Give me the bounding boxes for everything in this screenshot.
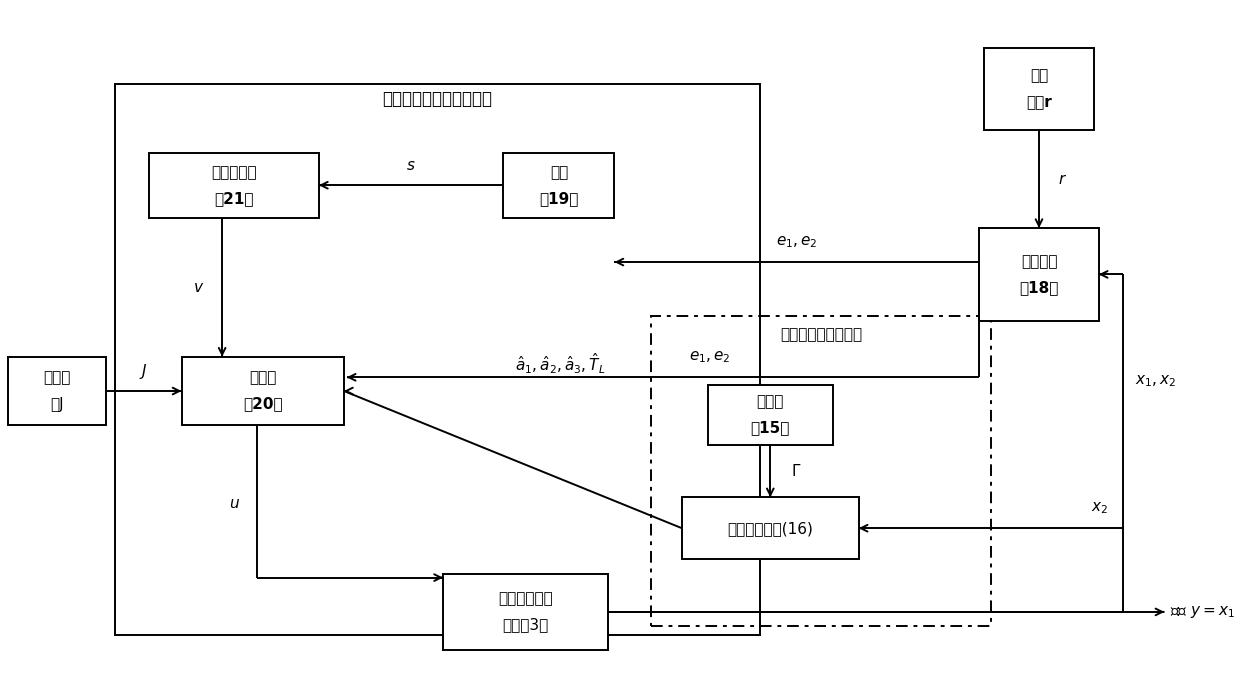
Bar [503,153,615,218]
Text: 系统（3）: 系统（3） [502,617,548,632]
Text: 最优自适应率(16): 最优自适应率(16) [728,521,813,536]
Bar [9,357,107,425]
Text: $\hat{a}_1,\hat{a}_2,\hat{a}_3,\hat{T}_L$: $\hat{a}_1,\hat{a}_2,\hat{a}_3,\hat{T}_L… [516,351,606,376]
Text: 超螺旋算法: 超螺旋算法 [211,165,257,180]
Text: $e_1,e_2$: $e_1,e_2$ [688,349,730,365]
Bar [651,316,991,626]
Text: $x_2$: $x_2$ [1091,500,1109,516]
Bar [980,228,1099,321]
Text: （20）: （20） [243,397,283,412]
Text: $e_1,e_2$: $e_1,e_2$ [776,234,817,250]
Text: （19）: （19） [539,191,579,206]
Text: v: v [193,280,203,295]
Bar [682,497,858,559]
Text: r: r [1058,172,1064,187]
Text: Γ: Γ [792,464,800,479]
Text: 滑模: 滑模 [549,165,568,180]
Text: 电机转台伺服: 电机转台伺服 [498,591,553,606]
Bar [149,153,319,218]
Text: 输出r: 输出r [1027,95,1052,110]
Text: 基于超螺旋的滑膜控制器: 基于超螺旋的滑膜控制器 [382,90,492,108]
Text: （18）: （18） [1019,280,1059,295]
Text: u: u [229,496,239,510]
Text: 最优自适应参数估计: 最优自适应参数估计 [780,327,862,342]
Text: $x_1,x_2$: $x_1,x_2$ [1135,373,1176,388]
Text: 控制器: 控制器 [249,370,277,386]
Text: 误差系统: 误差系统 [1021,254,1058,269]
Text: s: s [407,158,415,173]
Text: 量J: 量J [51,397,64,412]
Bar [443,574,608,650]
Bar [985,48,1094,130]
Text: 输出 $y=x_1$: 输出 $y=x_1$ [1171,604,1235,620]
Bar [181,357,343,425]
Text: J: J [141,364,146,379]
Bar [708,385,833,445]
Bar [114,84,760,635]
Text: 转动惯: 转动惯 [43,370,71,386]
Text: 变增益: 变增益 [756,394,784,410]
Text: 期望: 期望 [1030,69,1048,84]
Text: （15）: （15） [750,421,790,436]
Text: （21）: （21） [215,191,254,206]
